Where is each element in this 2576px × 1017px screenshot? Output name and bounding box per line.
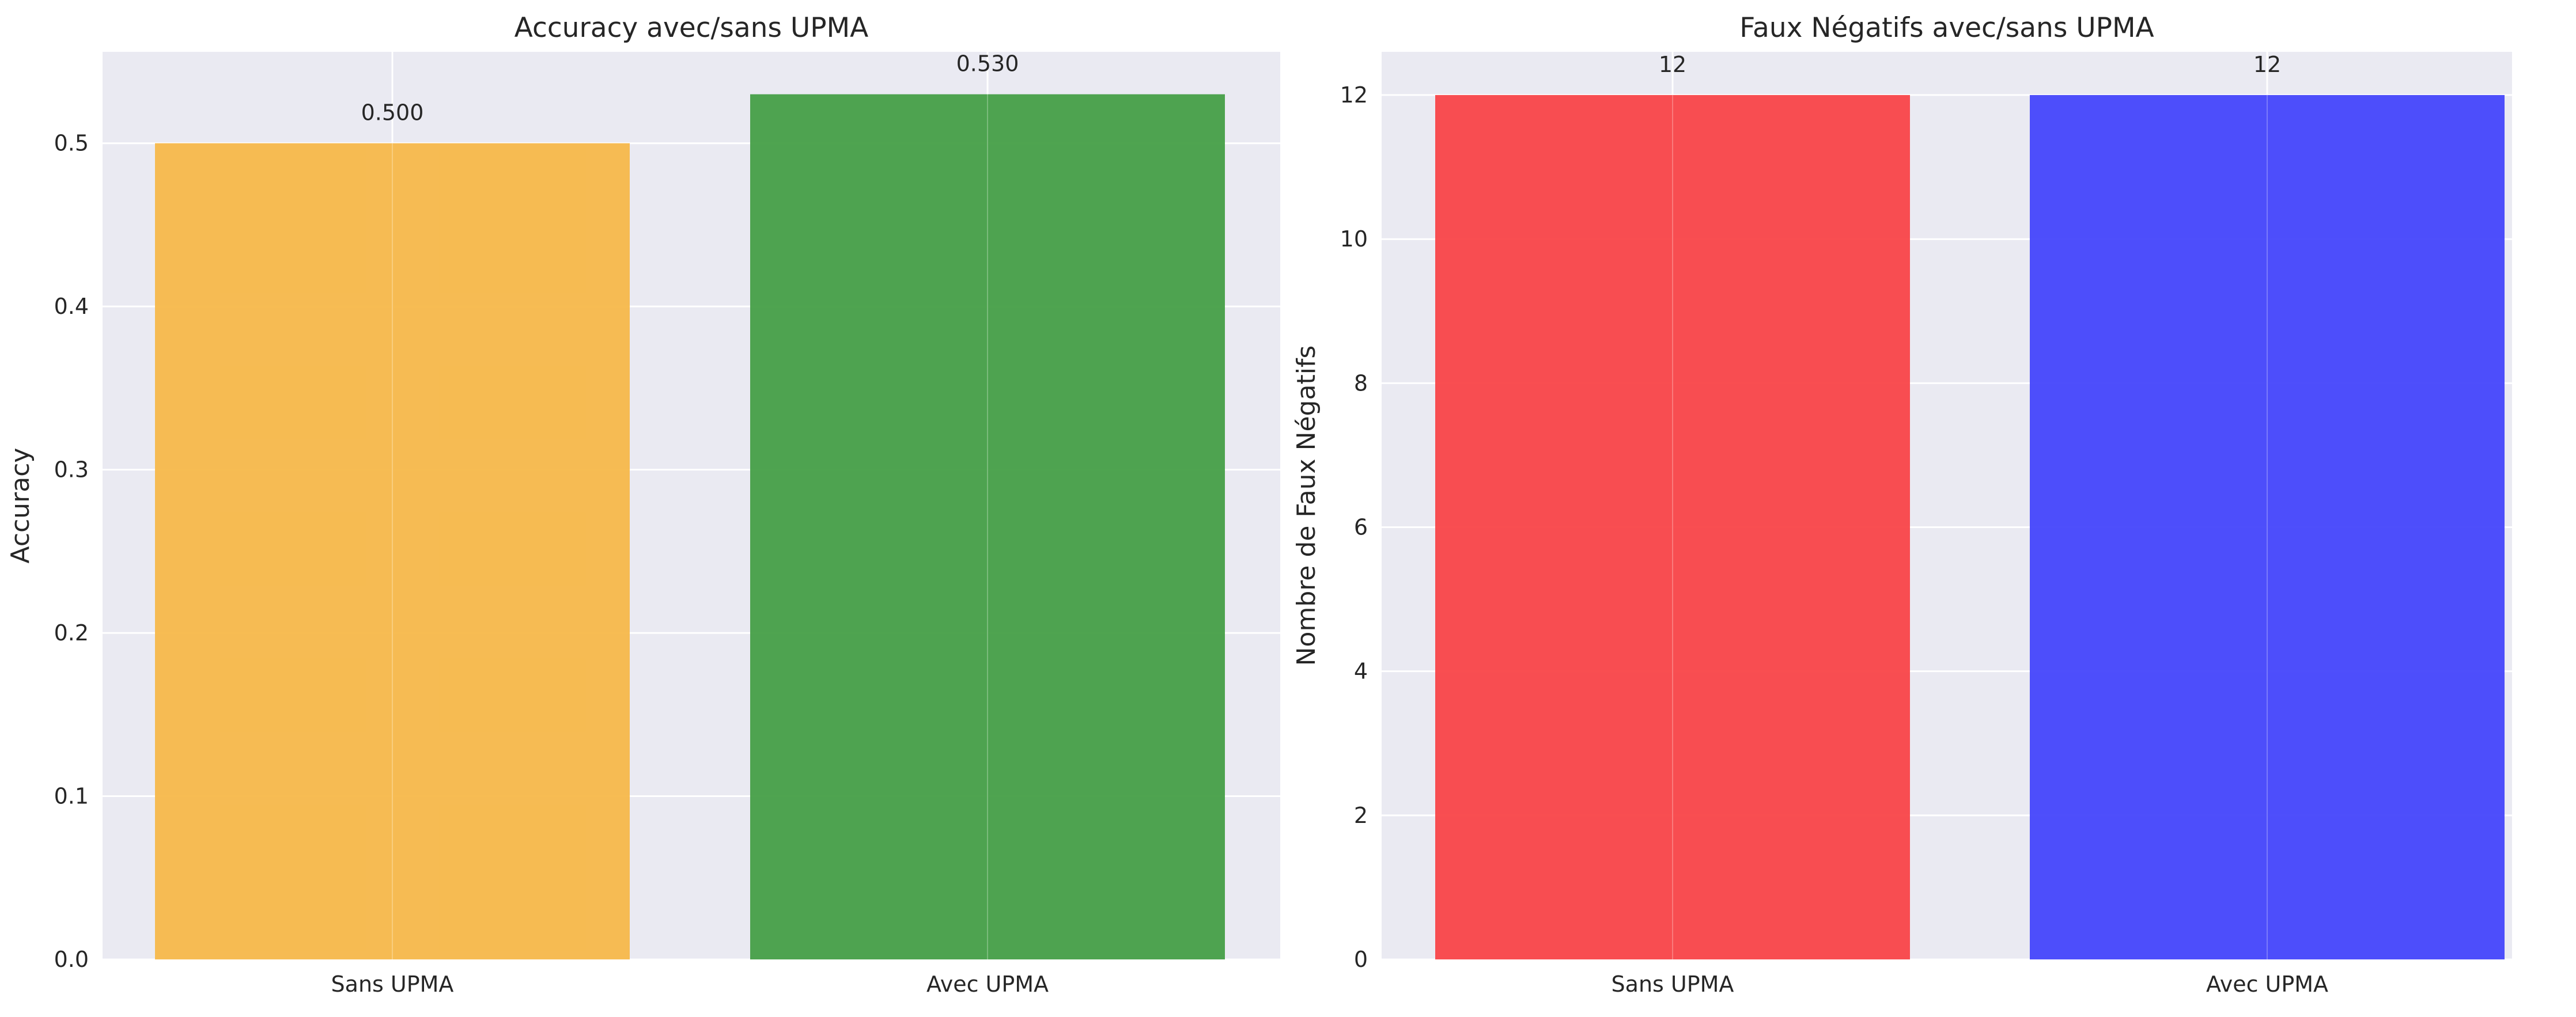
false-negatives-chart: 0 2 4 6 8 10 12 12 12 Sans UPMA Avec UPMA Nombre de… bbox=[1292, 12, 2512, 997]
bar-avec-upma bbox=[750, 94, 1225, 959]
bar-avec-upma bbox=[2030, 95, 2505, 960]
y-axis-title: Accuracy bbox=[6, 448, 35, 564]
x-tick-label: Avec UPMA bbox=[2206, 972, 2328, 997]
bar-value-label: 12 bbox=[2253, 52, 2281, 77]
y-tick-label: 0 bbox=[1354, 947, 1368, 972]
bar-value-label: 0.530 bbox=[956, 51, 1019, 77]
y-tick-label: 0.5 bbox=[54, 131, 89, 156]
bar-sans-upma bbox=[1435, 95, 1910, 960]
x-tick-label: Avec UPMA bbox=[926, 972, 1049, 997]
y-tick-label: 0.4 bbox=[54, 294, 89, 319]
y-tick-label: 10 bbox=[1340, 226, 1368, 252]
bar-sans-upma bbox=[155, 143, 630, 960]
chart-title: Accuracy avec/sans UPMA bbox=[515, 12, 869, 44]
bar-value-label: 12 bbox=[1659, 52, 1686, 77]
y-tick-label: 2 bbox=[1354, 803, 1368, 828]
y-tick-label: 6 bbox=[1354, 515, 1368, 540]
y-tick-label: 12 bbox=[1340, 82, 1368, 108]
y-tick-label: 8 bbox=[1354, 370, 1368, 396]
chart-title: Faux Négatifs avec/sans UPMA bbox=[1739, 12, 2154, 44]
x-tick-label: Sans UPMA bbox=[331, 972, 454, 997]
y-axis-title: Nombre de Faux Négatifs bbox=[1292, 346, 1321, 666]
bar-value-label: 0.500 bbox=[361, 100, 424, 126]
y-tick-label: 0.2 bbox=[54, 620, 89, 646]
x-tick-label: Sans UPMA bbox=[1612, 972, 1734, 997]
y-tick-label: 0.0 bbox=[54, 947, 89, 972]
y-tick-label: 4 bbox=[1354, 659, 1368, 684]
y-tick-label: 0.3 bbox=[54, 457, 89, 483]
accuracy-chart: 0.0 0.1 0.2 0.3 0.4 0.5 0.500 0.530 Sans UPMA Ave… bbox=[6, 12, 1280, 997]
y-tick-label: 0.1 bbox=[54, 784, 89, 809]
